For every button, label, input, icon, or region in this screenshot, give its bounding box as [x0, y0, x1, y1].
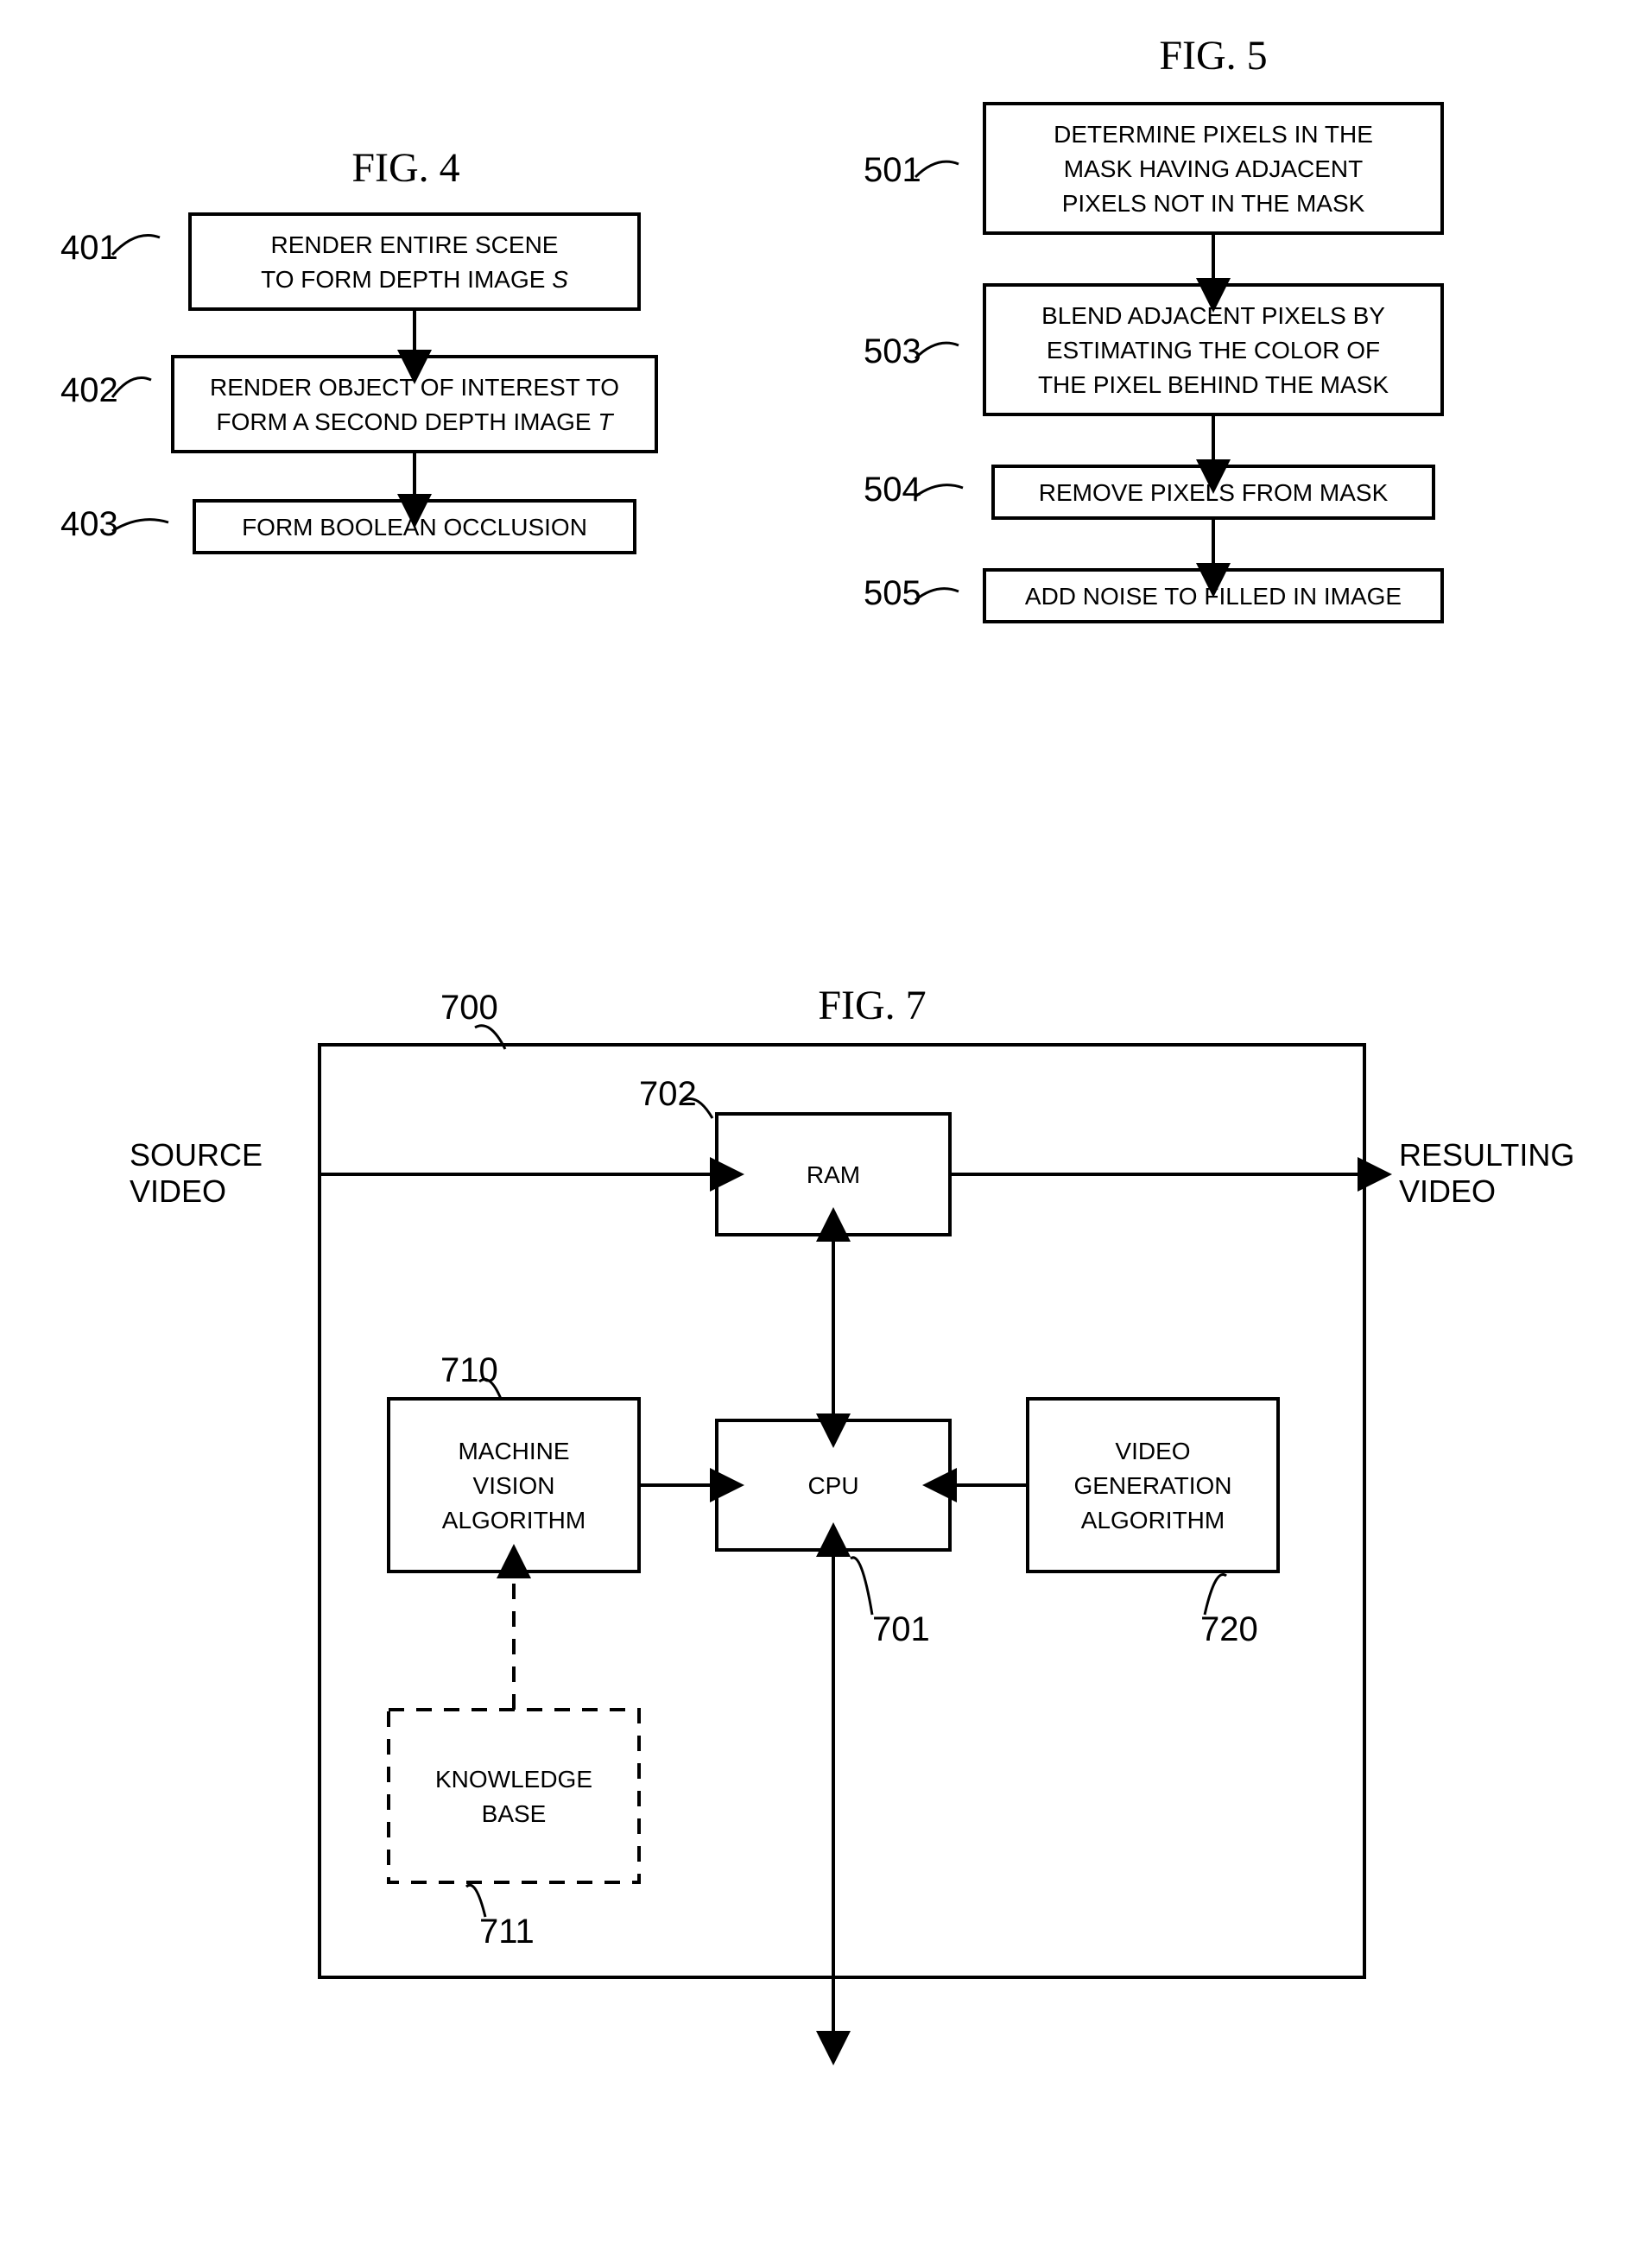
svg-text:VISION: VISION — [473, 1472, 555, 1499]
svg-text:700: 700 — [440, 989, 498, 1027]
svg-text:RESULTING: RESULTING — [1399, 1137, 1574, 1173]
svg-text:VIDEO: VIDEO — [1399, 1173, 1496, 1209]
fig5-title: FIG. 5 — [1159, 33, 1267, 79]
svg-text:504: 504 — [864, 471, 921, 509]
svg-text:RAM: RAM — [807, 1161, 860, 1188]
svg-text:REMOVE PIXELS FROM MASK: REMOVE PIXELS FROM MASK — [1039, 479, 1389, 506]
svg-text:PIXELS NOT IN THE MASK: PIXELS NOT IN THE MASK — [1062, 190, 1365, 217]
svg-text:402: 402 — [60, 371, 118, 409]
svg-text:DETERMINE PIXELS IN THE: DETERMINE PIXELS IN THE — [1054, 121, 1373, 148]
svg-text:KNOWLEDGE: KNOWLEDGE — [435, 1766, 592, 1793]
svg-text:CPU: CPU — [807, 1472, 858, 1499]
fig4-title: FIG. 4 — [351, 145, 459, 191]
svg-text:ALGORITHM: ALGORITHM — [1081, 1507, 1225, 1534]
svg-text:RENDER OBJECT OF INTEREST TO: RENDER OBJECT OF INTEREST TO — [210, 374, 619, 401]
svg-text:720: 720 — [1200, 1610, 1258, 1648]
svg-text:702: 702 — [639, 1075, 697, 1113]
svg-text:505: 505 — [864, 574, 921, 612]
svg-text:503: 503 — [864, 332, 921, 370]
svg-text:SOURCE: SOURCE — [130, 1137, 263, 1173]
fig7-title: FIG. 7 — [818, 983, 926, 1028]
svg-text:FORM A SECOND DEPTH IMAGE T: FORM A SECOND DEPTH IMAGE T — [217, 408, 615, 435]
svg-text:BASE: BASE — [482, 1800, 547, 1827]
svg-text:MASK HAVING ADJACENT: MASK HAVING ADJACENT — [1064, 155, 1363, 182]
svg-text:GENERATION: GENERATION — [1073, 1472, 1231, 1499]
svg-text:ALGORITHM: ALGORITHM — [442, 1507, 585, 1534]
svg-text:710: 710 — [440, 1351, 498, 1389]
svg-text:ESTIMATING THE COLOR OF: ESTIMATING THE COLOR OF — [1047, 337, 1380, 364]
svg-text:FORM BOOLEAN OCCLUSION: FORM BOOLEAN OCCLUSION — [242, 514, 587, 541]
svg-text:VIDEO: VIDEO — [130, 1173, 226, 1209]
svg-text:RENDER ENTIRE SCENE: RENDER ENTIRE SCENE — [271, 231, 559, 258]
svg-text:701: 701 — [872, 1610, 930, 1648]
svg-text:MACHINE: MACHINE — [458, 1438, 569, 1464]
svg-text:401: 401 — [60, 229, 118, 267]
svg-text:501: 501 — [864, 151, 921, 189]
svg-text:711: 711 — [479, 1913, 535, 1951]
svg-text:TO FORM DEPTH IMAGE S: TO FORM DEPTH IMAGE S — [261, 266, 568, 293]
svg-text:VIDEO: VIDEO — [1115, 1438, 1190, 1464]
svg-text:THE PIXEL BEHIND THE MASK: THE PIXEL BEHIND THE MASK — [1038, 371, 1389, 398]
svg-text:403: 403 — [60, 505, 118, 543]
svg-text:ADD NOISE TO FILLED IN IMAGE: ADD NOISE TO FILLED IN IMAGE — [1025, 583, 1402, 610]
svg-text:BLEND ADJACENT PIXELS BY: BLEND ADJACENT PIXELS BY — [1041, 302, 1385, 329]
